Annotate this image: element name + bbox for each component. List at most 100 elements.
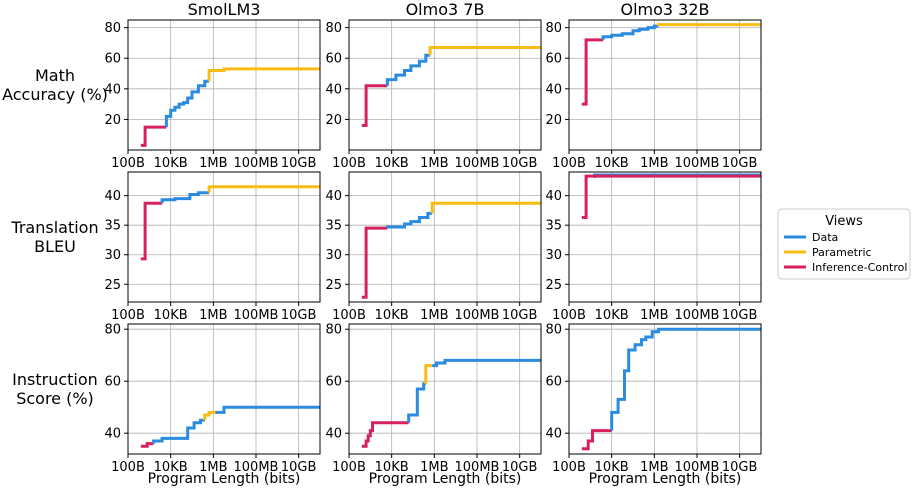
series-group (140, 67, 320, 147)
y-tick-label: 25 (545, 278, 562, 293)
column-title: SmolLM3 (188, 0, 261, 19)
x-tick-label: 100B (552, 156, 586, 171)
x-tick-label: 10KB (595, 460, 629, 475)
row-label-line: BLEU (34, 237, 76, 256)
series-line-parametric (657, 23, 761, 27)
x-tick-label: 10GB (502, 460, 538, 475)
axes-frame (568, 171, 762, 303)
panel-2-2: 25 30 35 40 100B 10KB 1MB 100MB 10GB (325, 171, 542, 323)
series-group (361, 46, 541, 127)
panel-2-3: 25 30 35 40 100B 10KB 1MB 100MB 10GB (545, 171, 762, 323)
series-line-data (385, 211, 433, 229)
y-tick-label: 80 (325, 21, 342, 36)
column-title: Olmo3 32B (620, 0, 709, 19)
series-line-data (164, 79, 210, 128)
x-tick-label: 100MB (455, 460, 500, 475)
series-group (361, 201, 541, 299)
x-tick-label: 100B (111, 156, 145, 171)
series-line-data (432, 358, 541, 368)
series-line-inference-control (361, 421, 409, 448)
series-line-inference-control (361, 84, 388, 127)
series-line-inference-control (581, 174, 761, 219)
y-tick-label: 40 (325, 82, 342, 97)
series-line-data (160, 191, 210, 204)
x-tick-label: 10GB (502, 156, 538, 171)
y-tick-label: 40 (545, 82, 562, 97)
x-tick-label: 10KB (375, 460, 409, 475)
x-tick-label: 100MB (234, 156, 279, 171)
series-line-inference-control (140, 125, 167, 147)
y-tick-label: 30 (545, 248, 562, 263)
x-tick-label: 1MB (420, 308, 448, 323)
series-line-data (215, 405, 320, 414)
row-label-line: Math (35, 66, 75, 85)
y-tick-label: 60 (325, 52, 342, 67)
y-tick-label: 60 (545, 375, 562, 390)
row-label: Translation BLEU (10, 218, 98, 256)
series-line-data (152, 418, 205, 444)
series-line-data (385, 53, 431, 86)
series-line-parametric (424, 364, 433, 384)
y-tick-label: 40 (104, 427, 121, 442)
column-title: Olmo3 7B (406, 0, 485, 19)
series-group (361, 358, 541, 448)
series-line-parametric (203, 410, 216, 421)
y-tick-label: 40 (325, 427, 342, 442)
x-tick-label: 10GB (281, 460, 317, 475)
x-tick-label: 1MB (640, 460, 668, 475)
x-tick-label: 10GB (722, 308, 758, 323)
x-tick-label: 100B (552, 308, 586, 323)
y-tick-label: 30 (104, 248, 121, 263)
y-tick-label: 80 (545, 21, 562, 36)
x-tick-label: 100MB (234, 460, 279, 475)
series-line-data (407, 382, 426, 423)
panel-1-2: 20 40 60 80 100B 10KB 1MB 100MB 10GB Olmo3 7B (325, 0, 542, 171)
x-tick-label: 10KB (595, 156, 629, 171)
axes-frame (348, 19, 542, 151)
series-line-inference-control (581, 429, 612, 451)
axes-frame (568, 19, 762, 151)
x-tick-label: 10GB (722, 460, 758, 475)
y-tick-label: 25 (325, 278, 342, 293)
x-tick-label: 1MB (420, 460, 448, 475)
y-tick-label: 80 (104, 323, 121, 338)
x-tick-label: 10KB (154, 460, 188, 475)
x-tick-label: 100MB (675, 460, 720, 475)
legend: Views Data Parametric Inference-Control (777, 208, 911, 280)
x-tick-label: 10KB (154, 308, 188, 323)
series-line-inference-control (361, 226, 388, 299)
axes-frame (348, 171, 542, 303)
panel-1-1: 20 40 60 80 100B 10KB 1MB 100MB 10GB SmolLM3 (104, 0, 321, 171)
x-tick-label: 100B (332, 308, 366, 323)
x-tick-label: 100MB (455, 308, 500, 323)
x-tick-label: 100B (111, 460, 145, 475)
series-line-inference-control (140, 442, 154, 448)
x-tick-label: 100B (111, 308, 145, 323)
x-tick-label: 10KB (375, 308, 409, 323)
row-label-line: Instruction (12, 370, 98, 389)
y-tick-label: 35 (545, 219, 562, 234)
y-tick-label: 80 (545, 323, 562, 338)
y-tick-label: 40 (545, 189, 562, 204)
row-label-line: Score (%) (16, 389, 94, 408)
series-line-inference-control (581, 38, 604, 106)
x-tick-label: 10KB (595, 308, 629, 323)
axes-frame (127, 171, 321, 303)
row-label: Instruction Score (%) (12, 370, 98, 408)
x-tick-label: 100B (552, 460, 586, 475)
y-tick-label: 40 (325, 189, 342, 204)
series-group (140, 185, 320, 261)
x-axis-label: Program Length (bits) (148, 471, 301, 487)
y-tick-label: 20 (545, 113, 562, 128)
row-label-line: Accuracy (%) (2, 85, 108, 104)
y-tick-label: 25 (104, 278, 121, 293)
x-tick-label: 10GB (722, 156, 758, 171)
legend-item-label: Parametric (812, 246, 872, 259)
y-tick-label: 35 (325, 219, 342, 234)
series-line-inference-control (140, 201, 163, 261)
x-tick-label: 10KB (375, 156, 409, 171)
row-label: Math Accuracy (%) (2, 66, 108, 104)
